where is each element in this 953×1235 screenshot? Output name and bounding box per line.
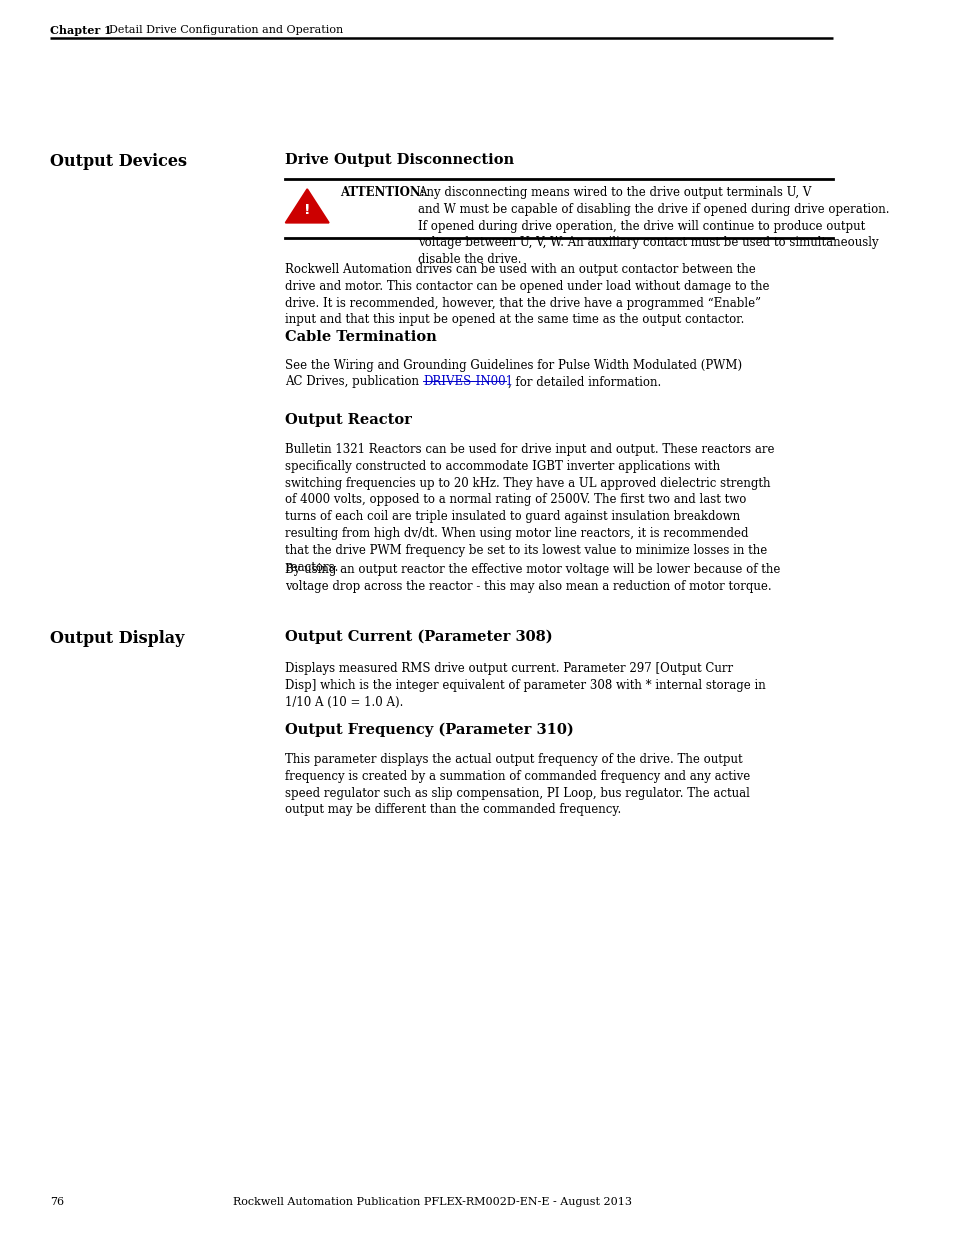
- Text: Output Frequency (Parameter 310): Output Frequency (Parameter 310): [285, 722, 574, 737]
- Text: Drive Output Disconnection: Drive Output Disconnection: [285, 153, 514, 167]
- Text: Displays measured RMS drive output current. Parameter 297 [Output Curr
Disp] whi: Displays measured RMS drive output curre…: [285, 662, 765, 709]
- Text: ATTENTION:: ATTENTION:: [339, 186, 424, 199]
- Text: Output Devices: Output Devices: [50, 153, 187, 170]
- Polygon shape: [285, 189, 329, 222]
- Text: Rockwell Automation drives can be used with an output contactor between the
driv: Rockwell Automation drives can be used w…: [285, 263, 769, 326]
- Text: DRIVES-IN001: DRIVES-IN001: [423, 375, 513, 389]
- Text: Rockwell Automation Publication PFLEX-RM002D-EN-E - August 2013: Rockwell Automation Publication PFLEX-RM…: [233, 1197, 631, 1207]
- Text: Any disconnecting means wired to the drive output terminals U, V
and W must be c: Any disconnecting means wired to the dri…: [417, 186, 888, 267]
- Text: This parameter displays the actual output frequency of the drive. The output
fre: This parameter displays the actual outpu…: [285, 753, 750, 816]
- Text: !: !: [304, 203, 310, 216]
- Text: 76: 76: [50, 1197, 64, 1207]
- Text: Output Current (Parameter 308): Output Current (Parameter 308): [285, 630, 553, 645]
- Text: , for detailed information.: , for detailed information.: [507, 375, 660, 389]
- Text: AC Drives, publication: AC Drives, publication: [285, 375, 423, 389]
- Text: Cable Termination: Cable Termination: [285, 330, 436, 345]
- Text: Detail Drive Configuration and Operation: Detail Drive Configuration and Operation: [109, 25, 343, 35]
- Text: See the Wiring and Grounding Guidelines for Pulse Width Modulated (PWM): See the Wiring and Grounding Guidelines …: [285, 359, 741, 372]
- Text: Bulletin 1321 Reactors can be used for drive input and output. These reactors ar: Bulletin 1321 Reactors can be used for d…: [285, 443, 774, 573]
- Text: Chapter 1: Chapter 1: [50, 25, 112, 36]
- Text: Output Display: Output Display: [50, 630, 184, 647]
- Text: By using an output reactor the effective motor voltage will be lower because of : By using an output reactor the effective…: [285, 563, 780, 593]
- Text: Output Reactor: Output Reactor: [285, 412, 412, 427]
